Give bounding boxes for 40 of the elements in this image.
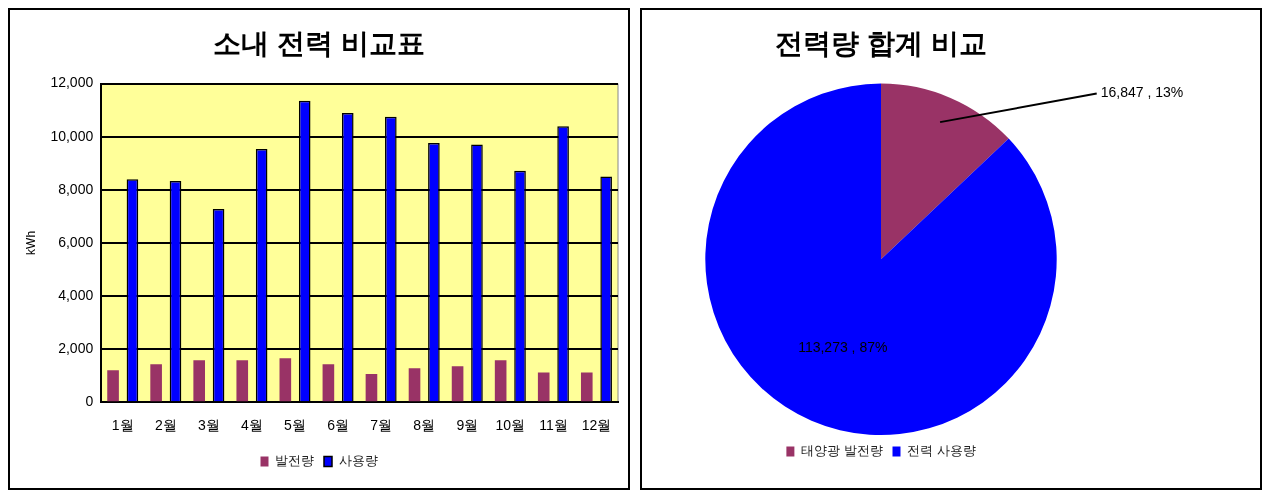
x-tick-label: 10월	[495, 417, 526, 434]
bar	[322, 364, 335, 402]
bar	[580, 372, 593, 402]
bar	[537, 372, 550, 402]
x-tick-label: 8월	[413, 417, 436, 434]
bar	[193, 360, 206, 402]
y-tick-label: 10,000	[50, 127, 94, 144]
x-tick-label: 3월	[197, 417, 220, 434]
x-tick-label: 2월	[154, 417, 177, 434]
legend-label: 태양광 발전량	[800, 443, 883, 459]
legend-label: 사용량	[338, 453, 378, 469]
bar	[107, 370, 119, 402]
x-tick-label: 6월	[327, 417, 349, 434]
x-tick-label: 5월	[284, 417, 306, 434]
bar	[365, 374, 378, 402]
bar	[236, 360, 249, 402]
x-tick-label: 7월	[370, 417, 393, 434]
y-tick-label: 2,000	[58, 339, 94, 356]
y-axis-title: kWh	[23, 230, 38, 255]
y-tick-label: 4,000	[58, 286, 94, 303]
y-tick-label: 6,000	[58, 233, 94, 250]
bar	[279, 358, 292, 402]
legend-label: 발전량	[275, 453, 314, 469]
x-tick-label: 9월	[456, 417, 479, 434]
bar	[451, 366, 464, 402]
bar	[150, 364, 162, 402]
data-label: 16,847 , 13%	[1100, 84, 1184, 101]
data-label: 113,273 , 87%	[798, 338, 888, 355]
chart-title: 전력량 합계 비교	[775, 27, 987, 59]
bar	[408, 368, 421, 402]
bar	[494, 360, 507, 402]
y-tick-label: 0	[85, 393, 94, 410]
y-tick-label: 8,000	[58, 180, 94, 197]
x-tick-label: 11월	[539, 417, 568, 434]
x-tick-label: 1월	[111, 417, 134, 434]
legend-label: 전력 사용량	[907, 443, 976, 459]
chart-title: 소내 전력 비교표	[213, 27, 425, 59]
y-tick-label: 12,000	[50, 74, 94, 91]
x-tick-label: 4월	[241, 417, 263, 434]
x-tick-label: 12월	[581, 417, 612, 434]
